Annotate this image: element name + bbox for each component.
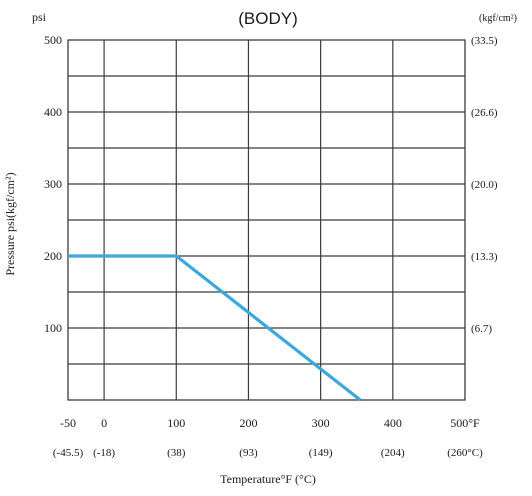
y-tick-label-right: (6.7) [471, 323, 492, 335]
x-tick-label: 0 [101, 416, 107, 430]
y-tick-label-left: 300 [44, 177, 62, 191]
y-tick-label-left: 100 [44, 321, 62, 335]
tick-labels: -50 (-45.5) 0 (-18) 100 (38) 200 (93) 300 (149) 40… [44, 33, 498, 459]
y-tick-label-left: 500 [44, 33, 62, 47]
grid [68, 40, 465, 400]
x-tick-sublabel: (93) [239, 447, 258, 459]
y-tick-label-right: (20.0) [471, 179, 498, 191]
x-tick-sublabel: (-45.5) [53, 447, 84, 459]
plot-frame [67, 39, 466, 401]
y-tick-label-left: 200 [44, 249, 62, 263]
rating-curve [68, 254, 362, 402]
y-tick-label-right: (13.3) [471, 251, 498, 263]
chart-title: (BODY) [238, 9, 298, 28]
x-tick-sublabel: (-18) [93, 447, 115, 459]
x-tick-label: 400 [384, 416, 402, 430]
x-tick-label: 200 [239, 416, 257, 430]
x-tick-sublabel: (204) [381, 447, 405, 459]
x-tick-label: -50 [60, 416, 76, 430]
x-tick-label: 300 [312, 416, 330, 430]
y-unit-left: psi [32, 10, 47, 24]
y-tick-label-right: (33.5) [471, 35, 498, 47]
y-axis-label: Pressure psi(kgf/cm²) [3, 172, 17, 275]
x-tick-label: 100 [167, 416, 185, 430]
x-tick-sublabel: (260°C) [447, 447, 483, 459]
x-axis-label: Temperature°F (°C) [220, 472, 316, 486]
y-unit-right: (kgf/cm²) [479, 13, 517, 24]
x-tick-sublabel: (38) [167, 447, 186, 459]
x-tick-sublabel: (149) [309, 447, 333, 459]
series-layer [68, 254, 362, 402]
x-tick-label: 500°F [450, 416, 480, 430]
y-tick-label-left: 400 [44, 105, 62, 119]
y-tick-label-right: (26.6) [471, 107, 498, 119]
